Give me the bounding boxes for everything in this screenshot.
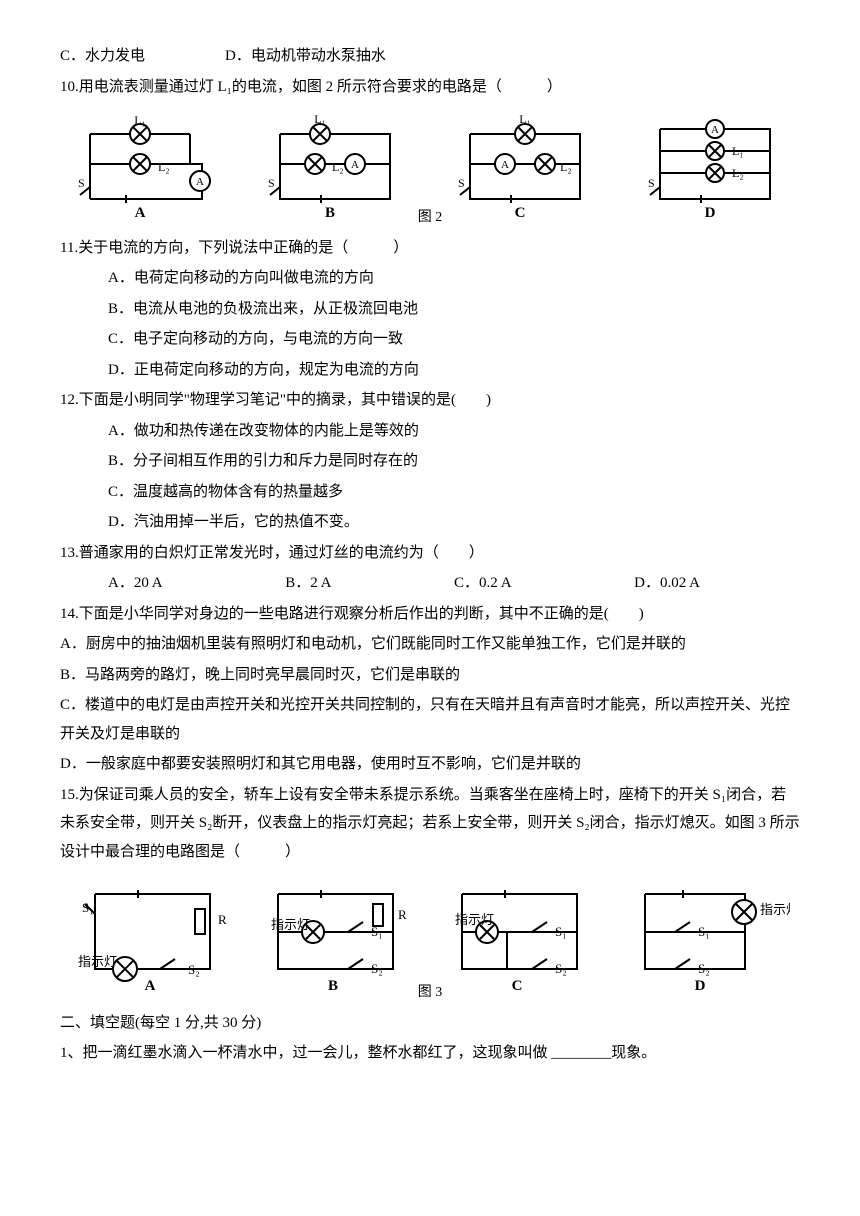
svg-text:指示灯: 指示灯 bbox=[760, 902, 790, 917]
q12-text: 12.下面是小明同学"物理学习笔记"中的摘录，其中错误的是( ) bbox=[60, 386, 800, 415]
svg-text:L₂: L₂ bbox=[158, 160, 170, 174]
svg-text:S₁: S₁ bbox=[371, 924, 383, 939]
circuit-c-fig3: S₁ S₂ 指示灯 C bbox=[437, 874, 602, 994]
circuit-c-fig2: L₁ L₂ A S C bbox=[450, 109, 600, 219]
q13-d: D．0.02 A bbox=[634, 569, 700, 598]
svg-text:B: B bbox=[325, 205, 335, 219]
section-2-heading: 二、填空题(每空 1 分,共 30 分) bbox=[60, 1009, 800, 1038]
svg-text:A: A bbox=[501, 159, 509, 171]
circuit-d-fig2: A L₁ L₂ S D bbox=[640, 109, 790, 219]
circuit-b-fig2: L₁ L₂ A S B bbox=[260, 109, 410, 219]
svg-text:B: B bbox=[328, 978, 338, 994]
circuit-d-fig3: S₁ S₂ 指示灯 D bbox=[620, 874, 790, 994]
q13-a: A．20 A bbox=[108, 569, 163, 598]
svg-text:S: S bbox=[268, 176, 275, 190]
svg-text:S: S bbox=[648, 176, 655, 190]
q9-opt-c: C．水力发电 bbox=[60, 42, 145, 71]
q15-text: 15.为保证司乘人员的安全，轿车上设有安全带未系提示系统。当乘客坐在座椅上时，座… bbox=[60, 781, 800, 867]
svg-text:R: R bbox=[398, 907, 407, 922]
q10-text: 10.用电流表测量通过灯 L₁的电流，如图 2 所示符合要求的电路是（ ） bbox=[60, 73, 800, 102]
q12-b: B．分子间相互作用的引力和斥力是同时存在的 bbox=[60, 447, 800, 476]
svg-text:指示灯: 指示灯 bbox=[78, 954, 117, 969]
circuit-a-fig3: S₁ S₂ R 指示灯 A bbox=[70, 874, 235, 994]
svg-text:A: A bbox=[196, 176, 204, 188]
q11-text: 11.关于电流的方向，下列说法中正确的是（ ） bbox=[60, 234, 800, 263]
q11-c: C．电子定向移动的方向，与电流的方向一致 bbox=[60, 325, 800, 354]
q14-a: A．厨房中的抽油烟机里装有照明灯和电动机，它们既能同时工作又能单独工作，它们是并… bbox=[60, 630, 800, 659]
q13-c: C．0.2 A bbox=[454, 569, 512, 598]
figure-2: L₁ L₂ A S A L₁ L₂ A S B L₁ L₂ A S C A L₁… bbox=[60, 109, 800, 219]
q14-text: 14.下面是小华同学对身边的一些电路进行观察分析后作出的判断，其中不正确的是( … bbox=[60, 600, 800, 629]
q11-b: B．电流从电池的负极流出来，从正极流回电池 bbox=[60, 295, 800, 324]
svg-text:S₁: S₁ bbox=[555, 924, 567, 939]
q12-a: A．做功和热传递在改变物体的内能上是等效的 bbox=[60, 417, 800, 446]
svg-text:S₁: S₁ bbox=[82, 900, 94, 915]
q12-d: D．汽油用掉一半后，它的热值不变。 bbox=[60, 508, 800, 537]
svg-text:S₂: S₂ bbox=[188, 962, 200, 977]
svg-text:D: D bbox=[695, 978, 706, 994]
svg-text:L₂: L₂ bbox=[560, 160, 572, 174]
q13-text: 13.普通家用的白炽灯正常发光时，通过灯丝的电流约为（ ） bbox=[60, 539, 800, 568]
svg-text:D: D bbox=[705, 205, 716, 219]
q14-b: B．马路两旁的路灯，晚上同时亮早晨同时灭，它们是串联的 bbox=[60, 661, 800, 690]
svg-text:S₂: S₂ bbox=[371, 961, 383, 976]
svg-text:L₁: L₁ bbox=[314, 112, 326, 126]
figure-3: S₁ S₂ R 指示灯 A S₁ S₂ R 指示灯 B S₁ S₂ 指示灯 C … bbox=[60, 874, 800, 994]
svg-text:A: A bbox=[135, 205, 146, 219]
svg-text:S₂: S₂ bbox=[698, 961, 710, 976]
q14-d: D．一般家庭中都要安装照明灯和其它用电器，使用时互不影响，它们是并联的 bbox=[60, 750, 800, 779]
svg-text:指示灯: 指示灯 bbox=[455, 912, 494, 927]
svg-text:L₂: L₂ bbox=[332, 160, 344, 174]
circuit-b-fig3: S₁ S₂ R 指示灯 B bbox=[253, 874, 418, 994]
q13-b: B．2 A bbox=[285, 569, 331, 598]
svg-text:S: S bbox=[78, 176, 85, 190]
svg-text:S: S bbox=[458, 176, 465, 190]
svg-text:R: R bbox=[218, 912, 227, 927]
circuit-a-fig2: L₁ L₂ A S A bbox=[70, 109, 220, 219]
svg-text:L₁: L₁ bbox=[134, 113, 146, 127]
q13-options: A．20 A B．2 A C．0.2 A D．0.02 A bbox=[60, 569, 800, 598]
q11-d: D．正电荷定向移动的方向，规定为电流的方向 bbox=[60, 356, 800, 385]
svg-text:L₁: L₁ bbox=[732, 144, 744, 158]
q11-a: A．电荷定向移动的方向叫做电流的方向 bbox=[60, 264, 800, 293]
q12-c: C．温度越高的物体含有的热量越多 bbox=[60, 478, 800, 507]
svg-text:L₂: L₂ bbox=[732, 166, 744, 180]
svg-text:A: A bbox=[351, 159, 359, 171]
svg-text:S₁: S₁ bbox=[698, 924, 710, 939]
q9-options: C．水力发电 D．电动机带动水泵抽水 bbox=[60, 42, 800, 71]
svg-text:C: C bbox=[515, 205, 526, 219]
fill-1: 1、把一滴红墨水滴入一杯清水中，过一会儿，整杯水都红了，这现象叫做 ______… bbox=[60, 1039, 800, 1068]
svg-text:A: A bbox=[711, 124, 719, 136]
svg-text:C: C bbox=[511, 978, 522, 994]
q14-c: C．楼道中的电灯是由声控开关和光控开关共同控制的，只有在天暗并且有声音时才能亮，… bbox=[60, 691, 800, 748]
q9-opt-d: D．电动机带动水泵抽水 bbox=[225, 42, 386, 71]
svg-text:L₁: L₁ bbox=[519, 112, 531, 126]
svg-text:A: A bbox=[145, 978, 156, 994]
svg-text:指示灯: 指示灯 bbox=[271, 917, 310, 932]
svg-text:S₂: S₂ bbox=[555, 961, 567, 976]
